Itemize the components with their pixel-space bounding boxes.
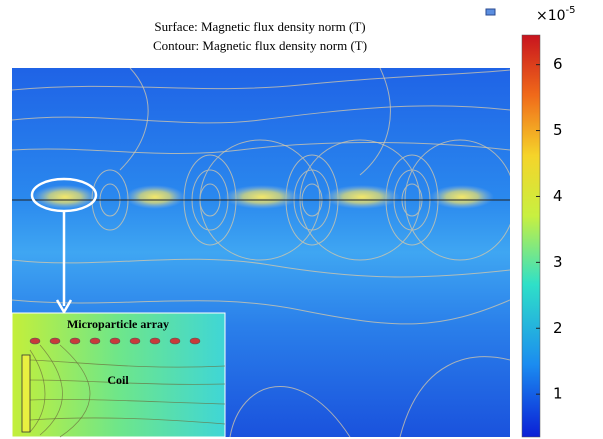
colorbar-tick-label: 5 bbox=[553, 121, 563, 139]
title-line: Surface: Magnetic flux density norm (T) bbox=[154, 19, 365, 34]
colorbar-tick-label: 1 bbox=[553, 385, 563, 403]
colorbar: ×10-5 1 2 3 4 5 6 bbox=[522, 5, 576, 437]
colorbar-tick-label: 3 bbox=[553, 253, 563, 271]
inset-label: Coil bbox=[107, 373, 129, 387]
figure: Surface: Magnetic flux density norm (T) … bbox=[0, 0, 603, 439]
inset: Microparticle array Coil bbox=[12, 313, 225, 437]
multiplier-base: ×10 bbox=[536, 8, 566, 24]
colorbar-tick-label: 4 bbox=[553, 187, 563, 205]
inset-label: Microparticle array bbox=[67, 317, 169, 331]
title-line: Contour: Magnetic flux density norm (T) bbox=[153, 38, 367, 53]
colorbar-multiplier: ×10-5 bbox=[536, 5, 576, 24]
colorbar-tick-label: 6 bbox=[553, 55, 563, 73]
colorbar-tick-label: 2 bbox=[553, 319, 563, 337]
multiplier-exponent: -5 bbox=[566, 5, 576, 16]
